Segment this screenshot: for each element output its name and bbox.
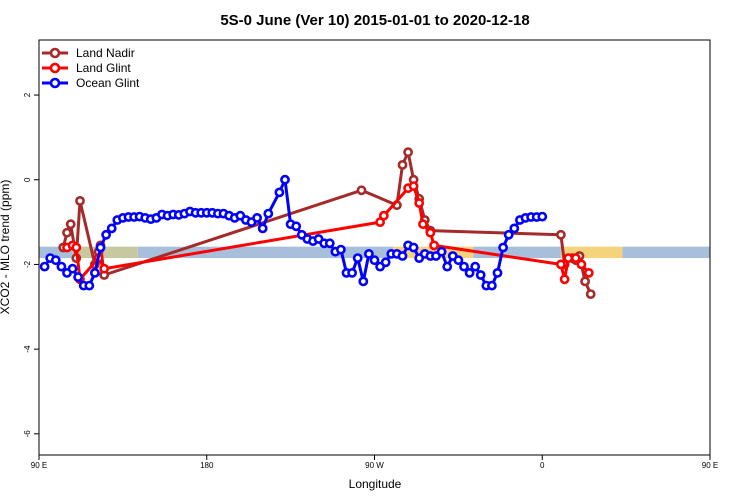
- data-point-land-nadir: [65, 219, 76, 230]
- legend-label: Land Glint: [76, 61, 131, 75]
- band-segment-ocean: [137, 246, 394, 259]
- data-point-land-glint: [563, 253, 574, 263]
- y-tick-label: -6: [23, 430, 32, 438]
- data-point-land-nadir: [556, 229, 566, 240]
- data-point-land-glint: [414, 198, 425, 208]
- series-line-land-nadir: [61, 150, 593, 295]
- data-point-ocean-glint: [90, 267, 100, 278]
- data-point-ocean-glint: [280, 174, 290, 185]
- series-layer: [39, 147, 596, 299]
- data-point-ocean-glint: [475, 270, 486, 280]
- data-point-ocean-glint: [50, 255, 61, 266]
- data-point-ocean-glint: [537, 211, 548, 222]
- data-point-land-nadir: [356, 185, 367, 196]
- data-point-ocean-glint: [252, 212, 262, 223]
- data-point-land-glint: [556, 259, 566, 270]
- data-point-ocean-glint: [263, 208, 274, 219]
- x-axis-label: Longitude: [349, 477, 402, 491]
- data-point-land-glint: [576, 259, 587, 270]
- data-point-land-glint: [559, 274, 570, 285]
- band-segment-ocean: [39, 246, 73, 259]
- data-point-ocean-glint: [56, 261, 67, 272]
- band-segment-ocean: [622, 246, 710, 259]
- data-point-land-nadir: [403, 147, 413, 158]
- legend-label: Land Nadir: [76, 46, 135, 60]
- y-axis-label: XCO2 - MLO trend (ppm): [0, 180, 12, 315]
- data-point-ocean-glint: [95, 242, 106, 253]
- y-tick-label: -2: [23, 260, 32, 268]
- data-point-land-glint: [583, 267, 594, 278]
- data-point-ocean-glint: [470, 261, 481, 272]
- data-point-land-nadir: [585, 289, 596, 299]
- data-point-ocean-glint: [347, 267, 357, 278]
- data-point-ocean-glint: [380, 257, 391, 268]
- data-point-ocean-glint: [274, 187, 285, 198]
- data-point-ocean-glint: [84, 280, 95, 291]
- data-point-ocean-glint: [335, 244, 346, 255]
- x-tick-label: 90 E: [702, 461, 718, 470]
- data-point-ocean-glint: [503, 229, 514, 240]
- data-point-ocean-glint: [509, 223, 520, 234]
- data-point-ocean-glint: [324, 238, 335, 249]
- data-point-land-glint: [378, 210, 389, 221]
- band-segment-ocean: [473, 246, 561, 259]
- x-axis: 90 E 180 90 W 0 90 E: [31, 455, 718, 470]
- data-point-ocean-glint: [39, 261, 50, 272]
- legend-item-land-nadir: Land Nadir: [42, 46, 135, 60]
- data-point-ocean-glint: [106, 223, 117, 234]
- data-point-ocean-glint: [101, 229, 111, 240]
- legend-item-ocean-glint: Ocean Glint: [42, 76, 140, 90]
- data-point-ocean-glint: [291, 221, 302, 232]
- data-point-land-glint: [425, 227, 436, 238]
- data-point-ocean-glint: [408, 242, 419, 253]
- x-tick-label: 90 W: [365, 461, 384, 470]
- data-point-ocean-glint: [397, 251, 408, 261]
- data-point-ocean-glint: [436, 246, 447, 257]
- data-point-land-nadir: [62, 227, 72, 238]
- data-point-land-glint: [71, 242, 82, 253]
- x-tick-label: 180: [200, 461, 214, 470]
- data-point-ocean-glint: [369, 255, 380, 266]
- data-point-land-glint: [99, 263, 110, 274]
- data-point-land-glint: [418, 219, 428, 230]
- data-point-land-glint: [570, 253, 581, 263]
- data-point-ocean-glint: [358, 276, 369, 287]
- x-tick-label: 90 E: [31, 461, 47, 470]
- y-tick-label: 2: [23, 92, 32, 97]
- data-point-land-nadir: [580, 276, 590, 287]
- data-point-ocean-glint: [67, 263, 78, 274]
- data-point-land-nadir: [75, 195, 85, 206]
- data-point-ocean-glint: [486, 280, 497, 291]
- y-tick-label: -4: [23, 345, 32, 353]
- band-segment-land: [72, 246, 138, 259]
- data-point-land-glint: [408, 181, 419, 191]
- data-point-ocean-glint: [464, 267, 475, 278]
- x-tick-label: 0: [540, 461, 545, 470]
- legend-swatch-marker: [49, 62, 61, 74]
- data-point-ocean-glint: [459, 261, 469, 272]
- data-point-ocean-glint: [492, 267, 503, 278]
- legend-item-land-glint: Land Glint: [42, 61, 131, 75]
- data-point-ocean-glint: [498, 242, 508, 253]
- y-tick-label: 0: [23, 177, 32, 182]
- series-land-nadir: [58, 147, 596, 299]
- band-segment-land: [560, 246, 623, 259]
- data-point-ocean-glint: [442, 261, 453, 272]
- data-point-ocean-glint: [453, 255, 464, 266]
- legend-swatch-marker: [49, 77, 61, 89]
- data-point-ocean-glint: [363, 248, 374, 259]
- legend-swatch-marker: [49, 47, 61, 59]
- legend-label: Ocean Glint: [76, 76, 140, 90]
- data-point-ocean-glint: [257, 223, 268, 234]
- data-point-ocean-glint: [352, 253, 363, 263]
- chart-title: 5S-0 June (Ver 10) 2015-01-01 to 2020-12…: [220, 12, 529, 29]
- series-ocean-glint: [39, 174, 548, 291]
- y-axis: 2 0 -2 -4 -6: [23, 92, 39, 437]
- data-point-land-glint: [429, 240, 439, 251]
- data-point-ocean-glint: [73, 272, 83, 282]
- data-point-land-nadir: [397, 159, 408, 170]
